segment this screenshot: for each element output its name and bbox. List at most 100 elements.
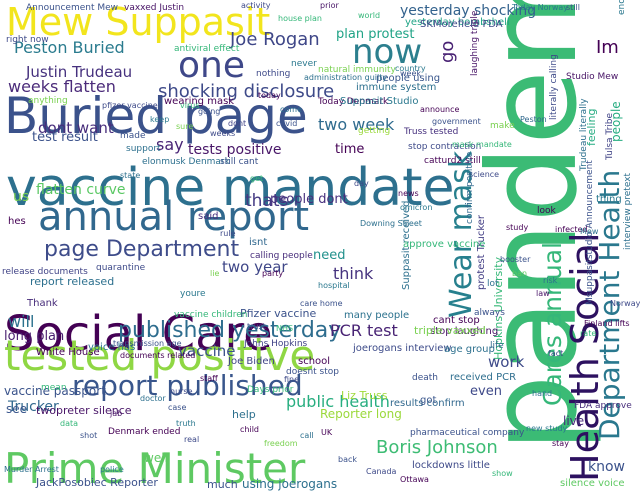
word-cloud-word: results confirm [390,398,465,409]
word-cloud-word: state [120,171,141,180]
word-cloud-word: dont want [38,119,114,137]
word-cloud-word: vaccine [178,342,236,360]
word-cloud-word: school [298,356,331,367]
word-cloud-word: mean [41,383,67,393]
word-cloud-word: report published [72,369,303,402]
word-cloud-word: Denmark ended [108,427,181,437]
word-cloud-word: lockdowns little [412,460,490,471]
word-cloud-word: even [470,384,502,399]
word-cloud-word: got [420,395,437,406]
word-cloud-word: Peston [520,115,547,124]
word-cloud-word: tested positive [4,331,316,380]
word-cloud-word: announce [420,105,460,114]
word-cloud-word: youre [180,289,206,299]
word-cloud-word: doctor [140,394,166,403]
word-cloud-word: need [313,248,346,263]
word-cloud-word: one [178,45,245,86]
word-cloud-word: page Department [44,237,240,262]
word-cloud-word: many people [344,310,410,321]
word-cloud-word: tests positive [188,142,282,158]
word-cloud-word: elonmusk Denmark [142,157,230,167]
word-cloud-word: antiviral effect [174,44,240,54]
word-cloud-word: catturd2 still [424,156,481,166]
word-cloud-word: stay [552,439,569,448]
word-cloud-word: White House [36,347,100,358]
word-cloud-word: going [198,107,221,116]
word-cloud-word: booster [500,255,531,264]
word-cloud-word: Trucker [8,399,59,415]
word-cloud-word: always [474,308,505,318]
word-cloud-word: jab [110,409,123,418]
word-cloud-word: Joe Biden [228,356,275,367]
word-cloud-word: Johns Hopkins [244,339,308,349]
word-cloud-word: show [492,469,513,478]
word-cloud-word: Thank [27,298,58,309]
word-cloud-word: immune system [356,82,437,93]
word-cloud-word: Norway lifts [610,299,640,308]
word-cloud-word: hand [532,389,553,398]
word-cloud-word: death [412,373,438,383]
word-cloud-word: people using [376,73,441,84]
word-cloud-word: data [60,419,79,428]
word-cloud-word: think [333,264,374,283]
word-cloud-word: flatten curve [36,182,126,198]
word-cloud-word: today [258,91,281,100]
word-cloud-word: case [168,403,187,412]
word-cloud-word: still [566,3,580,12]
word-cloud-word: Studio Mew [566,72,619,82]
word-cloud-word: party [262,269,284,278]
word-cloud-word: study [506,223,529,232]
word-cloud-word: life [490,341,504,351]
word-cloud-word: government [432,117,481,126]
word-cloud-word: call [300,431,314,440]
word-cloud-word: nurse [170,387,193,396]
word-cloud-word: Prime Minister [4,444,306,493]
word-cloud-word: Im [596,37,619,58]
word-cloud-word: activity [241,1,271,10]
word-cloud-word: still cant [220,157,259,167]
word-cloud-word: trust [247,322,266,331]
word-cloud-word: Murder Arrest [4,465,59,474]
word-cloud-word: make [490,121,515,131]
word-cloud-word: yesterday shocking [400,3,537,19]
word-cloud-word: keep [150,115,170,124]
word-cloud-word: right now [6,35,49,45]
word-cloud-word: us [13,189,30,205]
word-cloud-word: doesnt stop [286,367,339,377]
word-cloud-word: received PCR [450,372,517,383]
word-cloud-word: pfizer vaccine [102,101,158,110]
word-cloud-word: NHS [276,324,294,333]
word-cloud-word: shocking disclosure [158,81,335,102]
word-cloud-word: never [291,59,317,69]
word-cloud-word: ban [512,269,528,278]
word-cloud-word: approve vaccine [403,239,486,250]
word-cloud-word: fine [284,375,300,384]
word-cloud-word: care home [300,299,343,308]
word-cloud-word: JackPosobiec Reporter [36,476,158,489]
word-cloud-word: long plan [4,329,65,344]
word-cloud-word: hes [8,216,26,227]
word-cloud-word: vaccine passport [4,384,106,398]
word-cloud-word: Peston Buried [14,38,125,57]
word-cloud-word: virus [180,101,200,110]
word-cloud-word: work [488,353,525,371]
word-cloud-word: thing [596,194,622,205]
word-cloud-word: wearing mask [164,96,235,107]
word-cloud-word: omicron [400,203,433,212]
word-cloud-word: Social Care [4,306,273,362]
word-cloud-word: Mew [580,227,599,236]
word-cloud-word: people dont [270,192,348,207]
word-cloud-word: now [352,32,423,72]
word-cloud-word: two year [222,258,288,276]
word-cloud-word: nothing [256,69,291,79]
word-cloud-word: staff [200,374,218,383]
word-cloud-word: know [588,459,625,475]
word-cloud-word: new study [526,424,568,433]
word-cloud-word: twopreter silence [36,404,132,417]
word-cloud-word: getting [358,126,391,136]
word-cloud-word: calling people [250,251,313,261]
word-cloud-word: voice has [88,342,136,353]
word-cloud-word: literally calling [549,54,559,120]
word-cloud-word: look [537,206,556,216]
